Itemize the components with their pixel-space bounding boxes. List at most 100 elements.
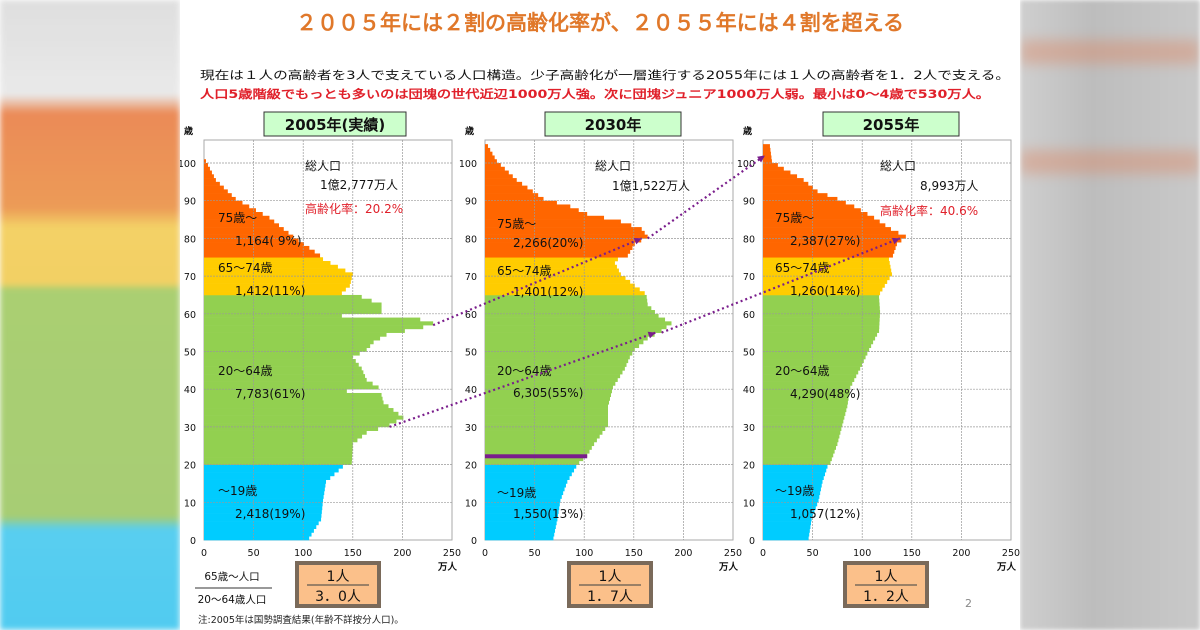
age-bar-36 <box>763 400 848 405</box>
age-bar-37 <box>485 396 610 401</box>
age-bar-0 <box>485 536 554 541</box>
age-bar-56 <box>763 325 880 330</box>
age-bar-52 <box>204 340 374 345</box>
aging-rate: 高齢化率：20.2% <box>305 201 403 216</box>
age-bar-42 <box>204 377 367 382</box>
age-bar-93 <box>763 185 813 190</box>
chart-title: 2030年 <box>585 116 642 134</box>
age-bar-67 <box>204 283 350 288</box>
age-bar-59 <box>763 313 880 318</box>
y-tick-label: 60 <box>465 310 477 321</box>
age-bar-20 <box>485 460 580 465</box>
age-bar-3 <box>763 524 811 529</box>
age-bar-33 <box>485 411 609 416</box>
age-bar-7 <box>485 509 559 514</box>
age-bar-16 <box>204 475 331 480</box>
chart-title: 2055年 <box>863 116 920 134</box>
age-bar-15 <box>204 479 327 484</box>
age-bar-87 <box>204 208 256 213</box>
y-tick-label: 100 <box>459 159 477 170</box>
age-bar-77 <box>763 245 896 251</box>
age-bar-21 <box>763 457 832 462</box>
age-bar-8 <box>763 506 816 511</box>
age-bar-95 <box>485 178 517 183</box>
slide: ２００５年には２割の高齢化率が、２０５５年には４割を超える 現在は１人の高齢者を… <box>180 0 1020 630</box>
age-bar-25 <box>763 441 838 447</box>
age-bar-96 <box>204 174 214 179</box>
footnote: 注:2005年は国勢調査結果(年齢不詳按分人口)。 <box>198 614 404 626</box>
y-tick-label: 50 <box>743 348 755 359</box>
age-bar-95 <box>204 178 216 183</box>
age-bar-84 <box>763 219 880 224</box>
ratio-top: 1人 <box>875 569 898 585</box>
age-bar-53 <box>204 336 381 341</box>
age-bar-98 <box>485 166 505 171</box>
arrowhead-icon <box>891 237 900 245</box>
age-bar-89 <box>485 200 557 205</box>
y-tick-label: 70 <box>743 272 755 283</box>
age-bar-87 <box>485 208 579 213</box>
age-bar-72 <box>204 264 338 269</box>
age-bar-55 <box>204 328 405 333</box>
age-bar-83 <box>485 223 632 228</box>
age-group-label: ～19歳 <box>218 484 257 498</box>
y-axis-label: 歳 <box>464 125 474 137</box>
age-bar-48 <box>763 355 866 360</box>
arrowhead-icon <box>647 331 656 339</box>
x-tick-label: 200 <box>393 548 411 559</box>
age-bar-34 <box>204 408 394 413</box>
age-bar-54 <box>204 332 387 337</box>
age-bar-68 <box>204 279 351 284</box>
age-bar-56 <box>204 325 424 330</box>
age-bar-48 <box>485 355 630 360</box>
age-bar-2 <box>204 528 314 533</box>
age-bar-81 <box>763 230 899 235</box>
age-bar-9 <box>763 502 818 507</box>
age-bar-38 <box>763 392 850 398</box>
age-bar-90 <box>204 196 236 201</box>
age-bar-49 <box>204 351 360 356</box>
age-bar-21 <box>204 457 353 462</box>
age-bar-96 <box>485 174 513 179</box>
support-ratio-box: 1人 3．0人 <box>295 561 381 608</box>
age-bar-9 <box>204 502 323 507</box>
age-bar-10 <box>763 498 819 503</box>
age-bar-46 <box>204 362 359 367</box>
age-bar-57 <box>763 321 880 326</box>
y-tick-label: 10 <box>465 498 477 509</box>
age-bar-31 <box>204 419 397 424</box>
y-tick-label: 30 <box>465 423 477 434</box>
y-tick-label: 80 <box>743 234 755 245</box>
age-bar-23 <box>485 449 590 454</box>
age-bar-49 <box>763 351 868 356</box>
age-bar-9 <box>485 502 560 507</box>
age-bar-26 <box>485 438 597 443</box>
ratio-top: 1人 <box>327 569 350 585</box>
age-bar-28 <box>763 430 841 435</box>
age-bar-27 <box>485 434 600 439</box>
age-bar-19 <box>485 464 577 469</box>
age-bar-97 <box>763 170 791 175</box>
age-bar-15 <box>763 479 823 484</box>
age-bar-76 <box>485 249 631 254</box>
age-bar-15 <box>485 479 568 484</box>
x-tick-label: 150 <box>344 548 362 559</box>
y-tick-label: 70 <box>184 272 196 283</box>
age-group-label: ～19歳 <box>775 484 814 498</box>
age-bar-88 <box>485 204 571 209</box>
y-tick-label: 30 <box>743 423 755 434</box>
age-bar-0 <box>204 536 310 541</box>
age-bar-54 <box>485 332 655 337</box>
y-tick-label: 0 <box>471 536 477 547</box>
age-bar-12 <box>204 490 325 496</box>
age-bar-70 <box>763 272 892 277</box>
x-tick-label: 0 <box>482 548 488 559</box>
age-bar-71 <box>763 268 892 273</box>
y-tick-label: 80 <box>184 234 196 245</box>
blurred-background-right <box>1020 0 1200 630</box>
age-bar-33 <box>204 411 399 416</box>
age-bar-35 <box>204 404 389 409</box>
age-bar-12 <box>485 490 564 496</box>
age-bar-88 <box>763 204 855 209</box>
age-bar-51 <box>763 343 872 349</box>
